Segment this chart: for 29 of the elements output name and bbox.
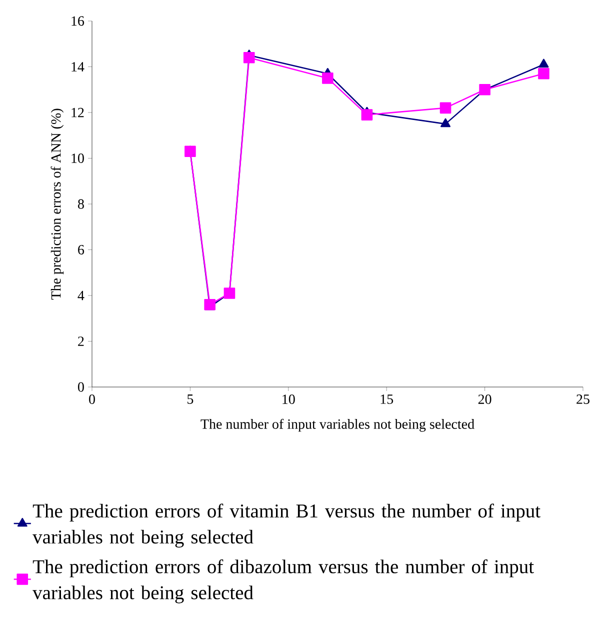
y-tick-label: 10 <box>72 154 84 163</box>
point <box>538 58 549 68</box>
x-tick-label: 25 <box>576 394 590 404</box>
point <box>440 102 452 114</box>
legend-label: The prediction errors of vitamin B1 versus the number of input variables not being selected <box>32 504 540 548</box>
point <box>322 72 334 84</box>
y-tick-label: 6 <box>78 245 84 254</box>
point <box>243 52 255 64</box>
legend-label: The prediction errors of dibazolum versus the number of input variables not being selected <box>32 559 534 604</box>
x-tick-label: 0 <box>89 394 95 404</box>
x-axis-title: The number of input variables not being selected <box>200 418 474 432</box>
x-tick-label: 10 <box>282 394 295 404</box>
y-tick-label: 0 <box>78 382 84 392</box>
point <box>538 68 550 80</box>
point <box>479 84 490 96</box>
y-axis-title: The prediction errors of ANN (%) <box>50 108 64 300</box>
y-tick-label: 16 <box>72 16 84 26</box>
y-tick-label: 2 <box>78 336 84 346</box>
point <box>184 146 196 158</box>
x-tick-label: 20 <box>478 394 492 404</box>
x-tick-label: 5 <box>188 394 194 404</box>
y-tick-label: 4 <box>78 290 84 300</box>
point <box>224 288 236 299</box>
point <box>440 118 450 128</box>
x-tick-label: 15 <box>380 394 394 404</box>
y-tick-label: 8 <box>78 199 84 209</box>
point <box>361 109 373 120</box>
y-tick-label: 14 <box>72 62 84 72</box>
y-tick-label: 12 <box>72 108 84 118</box>
